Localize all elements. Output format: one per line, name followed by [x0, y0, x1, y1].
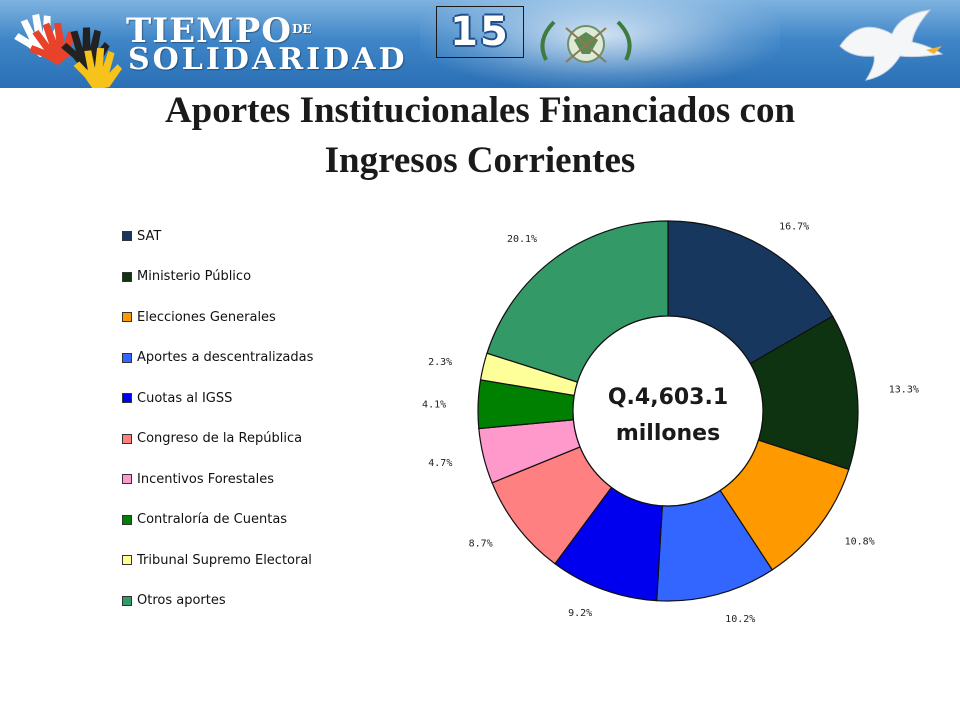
header-banner: TIEMPO DE SOLIDARIDAD 15 — [0, 0, 960, 88]
legend-label: Tribunal Supremo Electoral — [137, 552, 312, 568]
percent-label-contraloria-de-cuentas: 4.1% — [422, 399, 446, 410]
legend-swatch — [122, 352, 132, 363]
slide-number-box: 15 — [436, 6, 524, 58]
legend-item-otros-aportes: Otros aportes — [122, 591, 226, 611]
percent-label-ministerio-publico: 13.3% — [889, 385, 919, 396]
percent-label-elecciones-generales: 10.8% — [845, 537, 875, 548]
legend-item-contraloria-de-cuentas: Contraloría de Cuentas — [122, 510, 287, 530]
center-total-value: Q.4,603.1 — [608, 385, 728, 410]
legend-item-incentivos-forestales: Incentivos Forestales — [122, 469, 274, 489]
legend-swatch — [122, 433, 132, 444]
dove-icon — [839, 9, 944, 81]
legend-label: Ministerio Público — [137, 269, 252, 284]
percent-label-cuotas-al-igss: 9.2% — [568, 608, 592, 619]
percent-label-sat: 16.7% — [779, 222, 809, 233]
legend-label: Congreso de la República — [137, 431, 303, 446]
hands-logo-icon — [14, 13, 122, 88]
legend-item-congreso-de-la-republica: Congreso de la República — [122, 429, 302, 449]
legend-swatch — [122, 231, 132, 241]
logo-text-de: DE — [292, 22, 312, 36]
slide-title: Aportes Institucionales Financiados con … — [60, 86, 900, 186]
chart-slices — [477, 220, 859, 602]
percent-label-otros-aportes: 20.1% — [507, 234, 537, 245]
coat-of-arms-icon — [540, 20, 632, 63]
legend-swatch — [122, 514, 132, 525]
legend-item-ministerio-publico: Ministerio Público — [122, 267, 251, 287]
logo-text-solidaridad: SOLIDARIDAD — [128, 42, 408, 77]
legend-swatch — [122, 555, 132, 565]
legend-swatch — [122, 595, 132, 606]
legend-label: Contraloría de Cuentas — [137, 512, 288, 527]
percent-label-aportes-a-descentralizadas: 10.2% — [725, 614, 755, 625]
legend-label: Incentivos Forestales — [137, 471, 274, 487]
legend-label: Otros aportes — [137, 593, 226, 608]
legend-item-sat: SAT — [122, 226, 161, 246]
slide-title-line2: Ingresos Corrientes — [324, 140, 636, 181]
legend-swatch — [122, 312, 132, 322]
legend-item-cuotas-al-igss: Cuotas al IGSS — [122, 388, 232, 408]
legend-item-aportes-a-descentralizadas: Aportes a descentralizadas — [122, 348, 313, 368]
legend-swatch — [122, 271, 132, 282]
slide-title-line1: Aportes Institucionales Financiados con — [164, 90, 796, 131]
percent-label-congreso-de-la-republica: 8.7% — [469, 538, 493, 549]
center-total-unit: millones — [616, 421, 720, 446]
legend-swatch — [122, 393, 132, 403]
legend-item-elecciones-generales: Elecciones Generales — [122, 307, 276, 327]
legend-label: Cuotas al IGSS — [137, 390, 233, 406]
legend-item-tribunal-supremo-electoral: Tribunal Supremo Electoral — [122, 550, 312, 570]
logo-text-tiempo: TIEMPO — [126, 11, 292, 51]
chart-percent-labels: 16.7% 13.3% 10.8% 10.2% 9.2% 8.7% 4.7% 4.1% 2.3%… — [422, 222, 919, 625]
percent-label-tribunal-supremo-electoral: 2.3% — [428, 357, 452, 368]
percent-label-incentivos-forestales: 4.7% — [428, 458, 452, 469]
legend-label: Elecciones Generales — [137, 309, 276, 325]
legend-swatch — [122, 474, 132, 484]
legend-label: SAT — [137, 228, 162, 244]
doughnut-hole — [572, 315, 764, 507]
slide-number: 15 — [450, 9, 510, 55]
legend-label: Aportes a descentralizadas — [137, 350, 314, 365]
